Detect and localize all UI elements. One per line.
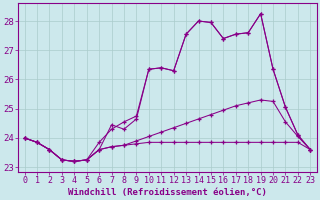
X-axis label: Windchill (Refroidissement éolien,°C): Windchill (Refroidissement éolien,°C) [68, 188, 267, 197]
